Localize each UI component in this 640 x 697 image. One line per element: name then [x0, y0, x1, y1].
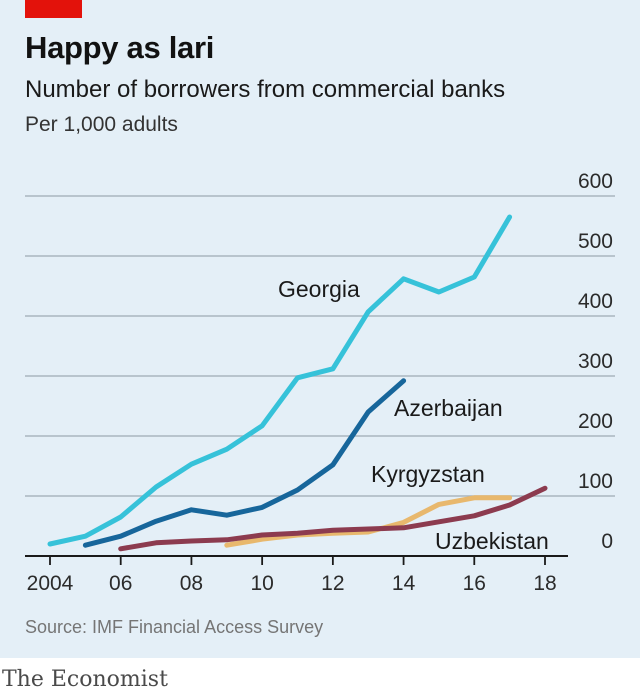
publisher-logo: The Economist: [2, 667, 168, 692]
x-tick-label: 08: [180, 572, 203, 595]
source-note: Source: IMF Financial Access Survey: [25, 617, 324, 637]
chart-title: Happy as lari: [25, 30, 215, 65]
series-label-kyrgyzstan: Kyrgyzstan: [371, 461, 485, 487]
series-line-azerbaijan: [82, 378, 407, 548]
y-tick-label: 0: [601, 530, 613, 553]
line-chart: 0 100 200 300 400 500 600 2004 06 08 10 12 14 16 18 Geo…: [25, 170, 615, 595]
series-label-georgia: Georgia: [278, 276, 360, 302]
series-line-kyrgyzstan: [224, 495, 513, 548]
unit-label: Per 1,000 adults: [25, 113, 178, 136]
y-tick-label: 500: [578, 230, 613, 253]
chart-subtitle: Number of borrowers from commercial bank…: [25, 76, 506, 103]
brand-red-tag: [25, 0, 82, 18]
series-line-georgia: [47, 214, 513, 547]
series-label-uzbekistan: Uzbekistan: [435, 528, 549, 554]
series-label-azerbaijan: Azerbaijan: [394, 395, 503, 421]
series-line-uzbekistan: [118, 485, 548, 552]
y-tick-label: 300: [578, 350, 613, 373]
x-tick-label: 16: [463, 572, 486, 595]
y-tick-label: 400: [578, 290, 613, 313]
x-tick-label: 18: [533, 572, 556, 595]
x-tick-label: 06: [109, 572, 132, 595]
chart-panel: [0, 0, 640, 658]
y-tick-label: 200: [578, 410, 613, 433]
y-tick-label: 100: [578, 470, 613, 493]
x-tick-label: 2004: [27, 572, 74, 595]
x-tick-label: 12: [321, 572, 344, 595]
y-tick-label: 600: [578, 170, 613, 193]
x-tick-label: 14: [392, 572, 416, 595]
x-tick-label: 10: [250, 572, 273, 595]
